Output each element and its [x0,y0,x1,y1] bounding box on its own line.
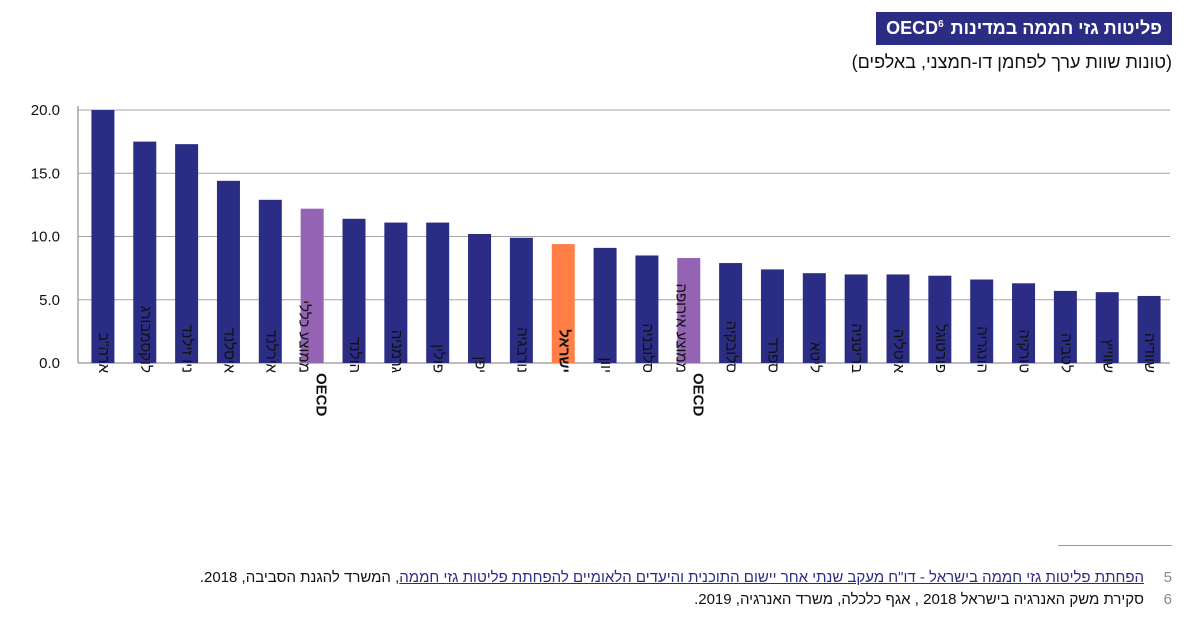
bar [593,247,617,363]
bar [384,222,408,363]
bar [342,218,366,363]
footnotes: 5 הפחתת פליטות גזי חממה בישראל - דו"ח מעק… [200,567,1172,611]
bar [635,255,659,363]
chart-title-text: פליטות גזי חממה במדינות OECD [886,18,1162,38]
bar [426,222,450,363]
x-tick-label: איטליה [890,329,907,374]
bar [300,208,324,363]
footnote-6: 6 סקירת משק האנרגיה בישראל 2018 , אגף כלכ… [200,589,1172,611]
footnote-source-link[interactable]: הפחתת פליטות גזי חממה בישראל - דו"ח מעקב… [399,569,1144,586]
footnote-number: 6 [1163,591,1172,608]
bar [1137,295,1161,363]
x-tick-label: ניו זילנד [179,324,196,373]
x-tick-label: ממוצע אירופה [672,284,689,373]
bar [509,237,533,363]
footnote-text: סקירת משק האנרגיה בישראל 2018 , אגף כלכל… [694,591,1144,608]
x-tick-label: OECD [689,373,706,417]
footnote-divider [1058,545,1172,546]
x-tick-label: ספרד [764,338,781,373]
x-tick-label: לטביה [1057,333,1074,373]
footnote-text: , המשרד להגנת הסביבה, 2018. [199,569,400,586]
bar [1053,290,1077,363]
x-tick-label: הולנד [346,337,363,373]
chart-title: פליטות גזי חממה במדינות OECD6 [876,12,1172,45]
x-tick-label: ממוצע כללי [296,300,313,373]
x-tick-label: לוקסמבורג [137,306,154,373]
footnote-ref: 6 [938,19,944,30]
y-tick-label: 10.0 [31,229,60,246]
x-tick-label: הונגריה [974,326,991,373]
x-tick-label: סלובקיה [723,321,740,373]
x-tick-label: נורבגיה [513,327,530,373]
y-tick-label: 0.0 [39,355,60,372]
chart-subtitle: (טונות שוות ערך לפחמן דו-חמצני, באלפים) [851,52,1172,72]
x-tick-label: איסלנד [220,328,237,374]
x-tick-label: ישראל [555,329,572,373]
bar [91,110,115,363]
x-tick-label: ליטא [806,342,823,373]
x-tick-label: פולין [430,344,447,373]
x-tick-label: סלובניה [639,323,656,373]
bar [258,199,282,363]
x-tick-label: פורטוגל [932,324,949,373]
y-tick-label: 5.0 [39,292,60,309]
bar [677,258,701,363]
footnote-5: 5 הפחתת פליטות גזי חממה בישראל - דו"ח מעק… [200,567,1172,589]
bar-chart: 0.0 5.0 10.0 15.0 20.0 ארה"ב לוקסמבורג ניו זילנ… [31,102,1170,417]
x-tick-label: יפן [472,356,489,373]
x-tick-label: טורקיה [1016,329,1033,373]
bar [719,263,743,363]
x-tick-label: שוודיה [1141,333,1158,373]
bar [133,141,157,363]
bar [468,233,492,363]
x-tick-label: גרמניה [388,330,405,373]
y-tick-label: 15.0 [31,165,60,182]
x-tick-label: שווייץ [1099,339,1116,373]
bar [1095,292,1119,363]
x-tick-label: יוון [597,357,614,373]
x-tick-label: בריטניה [848,323,865,373]
y-tick-label: 20.0 [31,102,60,119]
bar [928,275,952,363]
bar [844,274,868,363]
x-tick-label: אירלנד [262,330,279,374]
x-tick-label: ארה"ב [95,332,112,373]
bar [760,269,784,363]
bar [551,244,575,363]
bar [886,274,910,363]
bar [216,180,240,363]
bar [802,273,826,363]
footnote-number: 5 [1163,569,1172,586]
bar [970,279,994,363]
bar [1012,283,1036,363]
bar [175,144,199,363]
x-tick-label: OECD [313,373,330,417]
